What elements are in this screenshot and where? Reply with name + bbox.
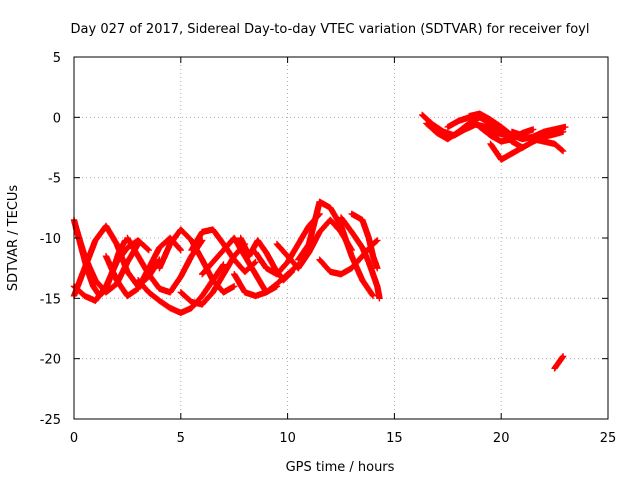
x-tick-label: 25 [600, 431, 617, 446]
series-sat-g [134, 261, 227, 316]
series-markers [177, 240, 249, 308]
series-markers [508, 128, 567, 155]
x-tick-label: 20 [493, 431, 510, 446]
y-tick-label: -20 [40, 353, 61, 368]
series-markers [337, 214, 383, 302]
x-tick-label: 15 [386, 431, 403, 446]
series-markers [348, 210, 381, 272]
x-axis-label: GPS time / hours [286, 460, 395, 475]
chart-title: Day 027 of 2017, Sidereal Day-to-day VTE… [71, 22, 590, 37]
series-sat-r [337, 214, 383, 302]
series-sat-y [508, 128, 567, 155]
y-tick-label: -10 [40, 232, 61, 247]
x-tick-label: 10 [279, 431, 296, 446]
series-markers [551, 353, 567, 372]
series-markers [134, 261, 227, 316]
x-tick-label: 0 [70, 431, 78, 446]
y-tick-label: -5 [48, 172, 61, 187]
data-layer [70, 110, 569, 372]
y-axis-label: SDTVAR / TECUs [6, 185, 21, 292]
x-tick-label: 5 [177, 431, 185, 446]
series-markers [124, 234, 206, 296]
y-tick-label: -15 [40, 292, 61, 307]
y-tick-label: 0 [53, 111, 61, 126]
y-tick-label: 5 [53, 51, 61, 66]
series-sat-z [551, 353, 567, 372]
series-sat-s [348, 210, 381, 272]
grid [74, 57, 608, 419]
y-tick-label: -25 [40, 413, 61, 428]
ticks: 0 5 10 15 20 25 5 0 -5 -10 -15 -20 -25 [40, 51, 617, 446]
series-sat-f [124, 234, 206, 296]
series-sat-i [177, 240, 249, 308]
